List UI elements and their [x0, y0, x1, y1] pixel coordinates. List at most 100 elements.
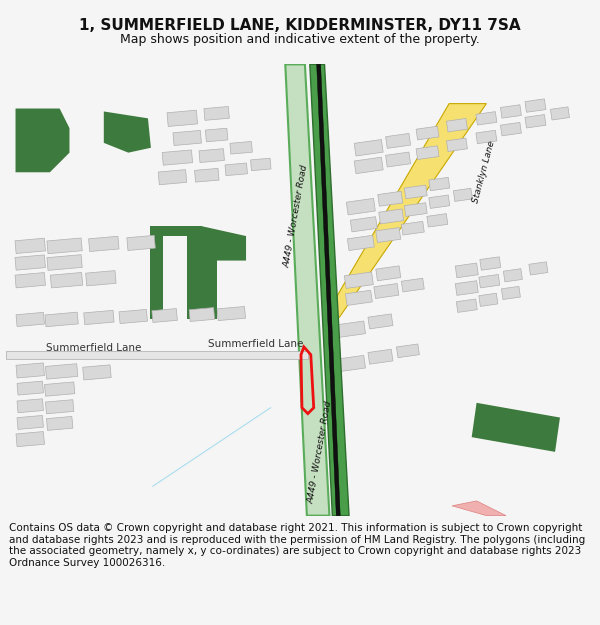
Polygon shape	[104, 111, 151, 152]
Polygon shape	[202, 226, 246, 261]
Polygon shape	[457, 299, 477, 312]
Polygon shape	[17, 381, 43, 395]
Polygon shape	[446, 138, 467, 151]
Polygon shape	[251, 158, 271, 171]
Polygon shape	[368, 314, 393, 329]
Polygon shape	[429, 177, 450, 191]
Polygon shape	[230, 141, 253, 154]
Polygon shape	[17, 399, 43, 412]
Polygon shape	[199, 149, 224, 162]
Polygon shape	[46, 416, 73, 431]
Polygon shape	[83, 365, 111, 380]
Polygon shape	[378, 191, 403, 206]
Polygon shape	[386, 133, 410, 148]
Polygon shape	[45, 312, 78, 327]
Polygon shape	[344, 272, 373, 288]
Polygon shape	[84, 311, 114, 324]
Polygon shape	[502, 286, 520, 299]
Text: 1, SUMMERFIELD LANE, KIDDERMINSTER, DY11 7SA: 1, SUMMERFIELD LANE, KIDDERMINSTER, DY11…	[79, 18, 521, 32]
Polygon shape	[525, 99, 546, 112]
Polygon shape	[346, 198, 376, 215]
Polygon shape	[16, 431, 44, 447]
Polygon shape	[189, 308, 215, 321]
Polygon shape	[454, 188, 472, 201]
Polygon shape	[317, 64, 340, 516]
Polygon shape	[374, 284, 399, 299]
Polygon shape	[47, 254, 82, 271]
Polygon shape	[427, 214, 448, 227]
Polygon shape	[162, 150, 193, 165]
Polygon shape	[397, 344, 419, 357]
Polygon shape	[401, 278, 424, 292]
Polygon shape	[337, 321, 365, 338]
Polygon shape	[376, 266, 401, 281]
Polygon shape	[15, 272, 46, 288]
Polygon shape	[205, 128, 228, 142]
Polygon shape	[401, 221, 424, 235]
Polygon shape	[15, 238, 46, 254]
Polygon shape	[480, 257, 501, 270]
Polygon shape	[476, 130, 497, 144]
Polygon shape	[15, 255, 46, 270]
Polygon shape	[350, 217, 377, 232]
Polygon shape	[6, 351, 308, 359]
Polygon shape	[285, 64, 329, 516]
Polygon shape	[429, 195, 450, 208]
Polygon shape	[446, 119, 467, 132]
Polygon shape	[386, 152, 410, 167]
Polygon shape	[89, 236, 119, 251]
Polygon shape	[150, 226, 202, 319]
Polygon shape	[167, 110, 197, 126]
Polygon shape	[476, 112, 497, 125]
Polygon shape	[404, 185, 427, 199]
Polygon shape	[404, 202, 427, 216]
Polygon shape	[525, 114, 546, 128]
Polygon shape	[16, 312, 44, 326]
Polygon shape	[225, 163, 247, 176]
Polygon shape	[325, 104, 487, 318]
Polygon shape	[346, 290, 373, 306]
Polygon shape	[416, 126, 439, 140]
Polygon shape	[194, 168, 219, 182]
Polygon shape	[86, 271, 116, 286]
Polygon shape	[550, 107, 569, 120]
Polygon shape	[376, 228, 401, 242]
Text: A449 - Worcester Road: A449 - Worcester Road	[306, 399, 333, 504]
Polygon shape	[158, 169, 187, 185]
Polygon shape	[119, 309, 148, 324]
Polygon shape	[500, 122, 521, 136]
Polygon shape	[529, 262, 548, 275]
Text: Contains OS data © Crown copyright and database right 2021. This information is : Contains OS data © Crown copyright and d…	[9, 523, 585, 568]
Polygon shape	[217, 306, 245, 321]
Polygon shape	[354, 158, 383, 174]
Polygon shape	[337, 356, 365, 372]
Polygon shape	[368, 349, 393, 364]
Polygon shape	[416, 146, 439, 159]
Polygon shape	[44, 382, 75, 396]
Polygon shape	[500, 105, 521, 118]
Polygon shape	[47, 238, 82, 254]
Text: Summerfield Lane: Summerfield Lane	[208, 339, 304, 349]
Polygon shape	[354, 139, 383, 156]
Polygon shape	[455, 281, 478, 296]
Polygon shape	[455, 263, 478, 278]
Polygon shape	[347, 235, 374, 251]
Polygon shape	[204, 106, 229, 121]
Polygon shape	[503, 269, 523, 282]
Text: Stanklyn Lane: Stanklyn Lane	[471, 140, 496, 204]
Polygon shape	[479, 274, 500, 288]
Polygon shape	[152, 309, 178, 322]
Polygon shape	[187, 236, 217, 319]
Polygon shape	[127, 236, 155, 251]
Polygon shape	[310, 64, 349, 516]
Polygon shape	[479, 293, 498, 306]
Polygon shape	[173, 131, 202, 146]
Polygon shape	[50, 272, 83, 288]
Polygon shape	[452, 501, 506, 516]
Polygon shape	[17, 416, 43, 429]
Polygon shape	[16, 363, 44, 378]
Polygon shape	[46, 399, 74, 414]
Text: Map shows position and indicative extent of the property.: Map shows position and indicative extent…	[120, 32, 480, 46]
Text: Summerfield Lane: Summerfield Lane	[46, 343, 142, 353]
Polygon shape	[379, 209, 404, 224]
